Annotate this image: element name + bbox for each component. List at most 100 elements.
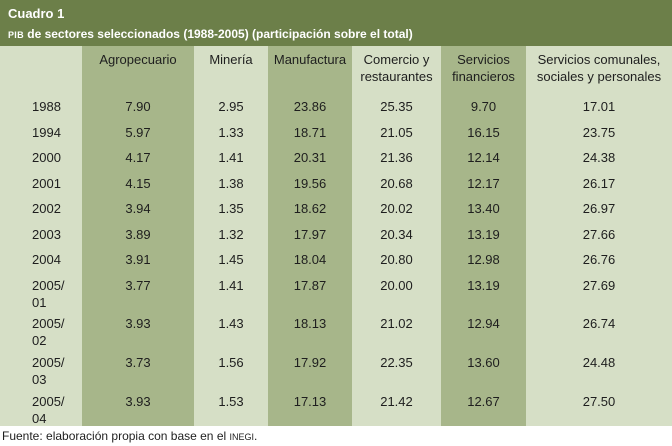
table-body: 1988 7.90 2.95 23.86 25.35 9.70 17.01 1994 5.97 1… (0, 94, 672, 427)
source-note: Fuente: elaboración propia con base en e… (2, 429, 257, 443)
year-cell: 2005/ 03 (32, 354, 65, 387)
value-cell: 24.48 (582, 354, 616, 370)
year-cell: 2005/ 01 (32, 277, 65, 310)
data-table: Agropecuario Minería Manufactura Comerci… (0, 46, 672, 427)
value-cell: 21.02 (380, 316, 413, 332)
value-cell: 26.97 (582, 201, 616, 216)
value-cell: 13.19 (467, 226, 500, 242)
value-cell: 17.92 (293, 354, 327, 370)
value-cell: 3.89 (125, 226, 151, 242)
value-cell: 20.00 (380, 277, 413, 293)
value-cell: 18.04 (293, 252, 327, 267)
value-cell: 26.76 (582, 252, 616, 267)
value-cell: 13.40 (467, 201, 500, 216)
value-cell: 1.53 (218, 393, 244, 409)
value-cell: 22.35 (380, 354, 413, 370)
value-cell: 12.14 (467, 150, 500, 165)
year-cell: 2005/ 04 (32, 393, 65, 426)
value-cell: 1.35 (218, 201, 244, 216)
value-cell: 13.60 (467, 354, 500, 370)
table-header: Cuadro 1 PIB de sectores seleccionados (… (0, 0, 672, 46)
value-cell: 1.41 (218, 150, 244, 165)
value-cell: 5.97 (125, 124, 151, 140)
value-cell: 20.68 (380, 175, 413, 191)
value-cell: 20.80 (380, 252, 413, 267)
year-cell: 2004 (32, 252, 61, 267)
value-cell: 16.15 (467, 124, 500, 140)
value-cell: 12.17 (467, 175, 500, 191)
value-cell: 19.56 (293, 175, 327, 191)
value-cell: 12.98 (467, 252, 500, 267)
value-cell: 4.15 (125, 175, 151, 191)
header-row: Agropecuario Minería Manufactura Comerci… (0, 46, 672, 94)
column-header: Minería (209, 52, 253, 67)
value-cell: 24.38 (582, 150, 616, 165)
value-cell: 18.13 (293, 316, 327, 332)
value-cell: 3.91 (125, 252, 151, 267)
value-cell: 3.94 (125, 201, 151, 216)
value-cell: 25.35 (380, 99, 413, 114)
source-text: Fuente: elaboración propia con base en e… (2, 429, 230, 443)
value-cell: 1.43 (218, 316, 244, 332)
value-cell: 17.01 (582, 99, 616, 114)
value-cell: 21.36 (380, 150, 413, 165)
value-cell: 18.62 (293, 201, 327, 216)
subtitle-prefix: PIB (8, 30, 24, 40)
value-cell: 17.13 (293, 393, 327, 409)
value-cell: 17.97 (293, 226, 327, 242)
value-cell: 1.45 (218, 252, 244, 267)
value-cell: 3.73 (125, 354, 151, 370)
table-row: 2005/ 03 3.73 1.56 17.92 22.35 13.60 24.48 (0, 350, 672, 389)
value-cell: 17.87 (293, 277, 327, 293)
column-header: Manufactura (273, 52, 347, 67)
table-row: 2004 3.91 1.45 18.04 20.80 12.98 26.76 (0, 247, 672, 273)
value-cell: 12.94 (467, 316, 500, 332)
column-header: Agropecuario (99, 52, 177, 67)
table-panel: Cuadro 1 PIB de sectores seleccionados (… (0, 0, 672, 426)
value-cell: 21.42 (380, 393, 413, 409)
table-row: 2000 4.17 1.41 20.31 21.36 12.14 24.38 (0, 145, 672, 171)
value-cell: 20.34 (380, 226, 413, 242)
subtitle-text: de sectores seleccionados (1988-2005) (p… (23, 27, 413, 41)
column-header: Comercio y restaurantes (360, 52, 433, 84)
value-cell: 23.75 (582, 124, 616, 140)
value-cell: 18.71 (293, 124, 327, 140)
year-cell: 2005/ 02 (32, 316, 65, 349)
value-cell: 12.67 (467, 393, 500, 409)
column-header: Servicios financieros (452, 52, 515, 84)
value-cell: 21.05 (380, 124, 413, 140)
column-header: Servicios comunales, sociales y personal… (536, 52, 662, 84)
value-cell: 23.86 (293, 99, 327, 114)
value-cell: 9.70 (470, 99, 497, 114)
column-band-servicios-financieros (441, 46, 526, 426)
year-cell: 2003 (32, 226, 61, 242)
column-band-manufactura (268, 46, 352, 426)
value-cell: 20.02 (380, 201, 413, 216)
year-cell: 2002 (32, 201, 61, 216)
value-cell: 1.56 (218, 354, 244, 370)
table-row: 2005/ 02 3.93 1.43 18.13 21.02 12.94 26.74 (0, 311, 672, 350)
source-org: INEGI (229, 432, 255, 442)
table-row: 2003 3.89 1.32 17.97 20.34 13.19 27.66 (0, 222, 672, 248)
value-cell: 27.50 (582, 393, 616, 409)
value-cell: 4.17 (125, 150, 151, 165)
column-header (0, 46, 82, 94)
value-cell: 20.31 (293, 150, 327, 165)
value-cell: 26.74 (582, 316, 616, 332)
table-row: 1994 5.97 1.33 18.71 21.05 16.15 23.75 (0, 120, 672, 146)
value-cell: 3.77 (125, 277, 151, 293)
year-cell: 1994 (32, 124, 61, 140)
value-cell: 1.41 (218, 277, 244, 293)
value-cell: 3.93 (125, 393, 151, 409)
table-title: Cuadro 1 (8, 6, 65, 21)
value-cell: 26.17 (582, 175, 616, 191)
table-row: 1988 7.90 2.95 23.86 25.35 9.70 17.01 (0, 94, 672, 120)
value-cell: 1.38 (218, 175, 244, 191)
table-row: 2001 4.15 1.38 19.56 20.68 12.17 26.17 (0, 171, 672, 197)
year-cell: 2000 (32, 150, 61, 165)
value-cell: 27.66 (582, 226, 616, 242)
value-cell: 27.69 (582, 277, 616, 293)
source-end: . (254, 429, 258, 443)
table-row: 2005/ 01 3.77 1.41 17.87 20.00 13.19 27.69 (0, 273, 672, 312)
table-row: 2002 3.94 1.35 18.62 20.02 13.40 26.97 (0, 196, 672, 222)
